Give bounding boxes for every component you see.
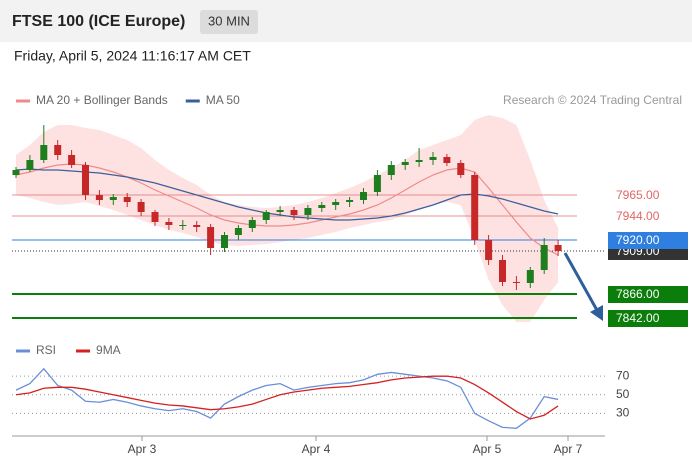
candle-body [401,162,409,165]
rsi-line [15,375,559,420]
candle-body [443,157,451,163]
y-tick-label: 70 [616,368,630,382]
candle-body [276,210,284,212]
candle-body [109,197,117,200]
candle-body [304,208,312,215]
level-label: 7965.00 [616,188,660,202]
candle-body [40,145,48,160]
arrow-head [590,305,603,321]
candle-body [360,192,367,200]
x-tick-label: Apr 7 [554,442,583,456]
candle-body [221,235,228,248]
candle-body [68,155,76,165]
candle-body [512,282,520,283]
candle-body [234,228,242,235]
candle-body [387,165,395,175]
x-tick-label: Apr 3 [128,442,157,456]
candle-body [346,200,354,202]
candle-body [290,210,298,215]
level-badge [608,310,688,327]
candle-body [485,240,493,260]
bollinger-band [16,115,559,322]
candle-body [82,165,89,195]
candle-body [554,245,562,251]
interval: 30 MIN [208,13,250,28]
candle-body [165,222,173,225]
candle-body [262,212,270,220]
level-label: 7944.00 [616,209,660,223]
level-badge [608,232,688,249]
legend-label: MA 20 + Bollinger Bands [36,93,168,107]
candle-body [151,212,159,222]
candle-body [137,202,145,212]
candle-body [95,195,103,200]
datetime: Friday, April 5, 2024 11:16:17 AM CET [14,48,251,64]
legend-label: RSI [36,343,56,357]
candle-body [54,145,62,155]
level-label: 7920.00 [616,233,660,247]
level-label: 7842.00 [616,311,660,325]
level-label: 7866.00 [616,287,660,301]
candle-body [123,197,131,202]
candle-body [526,270,534,283]
candle-body [207,227,215,248]
candle-body [318,205,326,208]
moving-average [15,168,559,221]
interval-badge [200,10,258,34]
title: FTSE 100 (ICE Europe) [12,13,185,30]
y-tick-label: 50 [616,387,630,401]
candle-body [373,175,381,192]
forecast-arrow [563,252,600,313]
x-tick-label: Apr 5 [473,442,502,456]
legend-label: 9MA [96,343,121,357]
rsi-line [15,367,559,429]
header-bar [0,0,692,42]
candle-body [12,170,20,175]
credit: Research © 2024 Trading Central [503,93,682,107]
candle-body [499,260,506,282]
candle-body [179,225,187,226]
level-badge [608,286,688,303]
moving-average [15,163,559,256]
legend-label: MA 50 [206,93,240,107]
candle-body [26,160,34,170]
candle-body [471,175,479,240]
candle-body [415,160,423,162]
candle-body [193,225,201,227]
candle-body [332,202,340,205]
candle-body [429,157,437,160]
y-tick-label: 30 [616,406,630,420]
candle-body [540,245,548,270]
candle-body [457,163,465,175]
x-tick-label: Apr 4 [302,442,331,456]
candle-body [248,220,256,228]
